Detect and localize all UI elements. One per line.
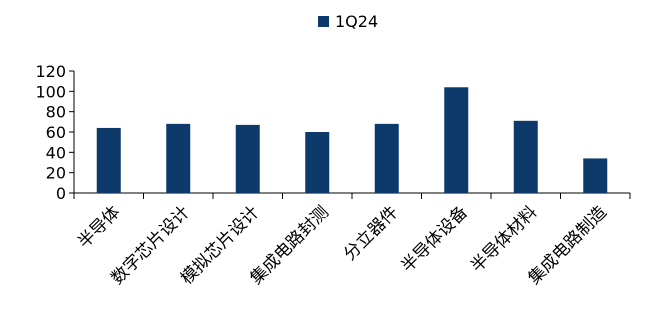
x-tick-label: 半导体设备: [398, 202, 472, 276]
y-tick-label: 0: [56, 184, 66, 203]
bar: [374, 123, 399, 193]
bars: [96, 87, 608, 193]
bar: [166, 123, 191, 193]
y-tick-label: 120: [35, 62, 66, 81]
y-tick-label: 40: [46, 143, 66, 162]
x-tick-label: 分立器件: [340, 202, 402, 264]
bar: [513, 120, 538, 193]
y-tick-label: 80: [46, 103, 66, 122]
legend: 1Q24: [318, 12, 378, 31]
bar: [444, 87, 469, 193]
x-tick-label: 半导体: [74, 202, 124, 252]
y-tick-label: 20: [46, 164, 66, 183]
y-tick-label: 100: [35, 82, 66, 101]
bar: [583, 158, 608, 193]
x-tick-label: 半导体材料: [467, 202, 541, 276]
x-axis: [73, 192, 631, 199]
legend-swatch: [318, 16, 329, 27]
y-tick-label: 60: [46, 123, 66, 142]
bar: [305, 132, 330, 193]
bar: [96, 127, 121, 193]
bar: [235, 124, 260, 193]
legend-label: 1Q24: [335, 12, 378, 31]
